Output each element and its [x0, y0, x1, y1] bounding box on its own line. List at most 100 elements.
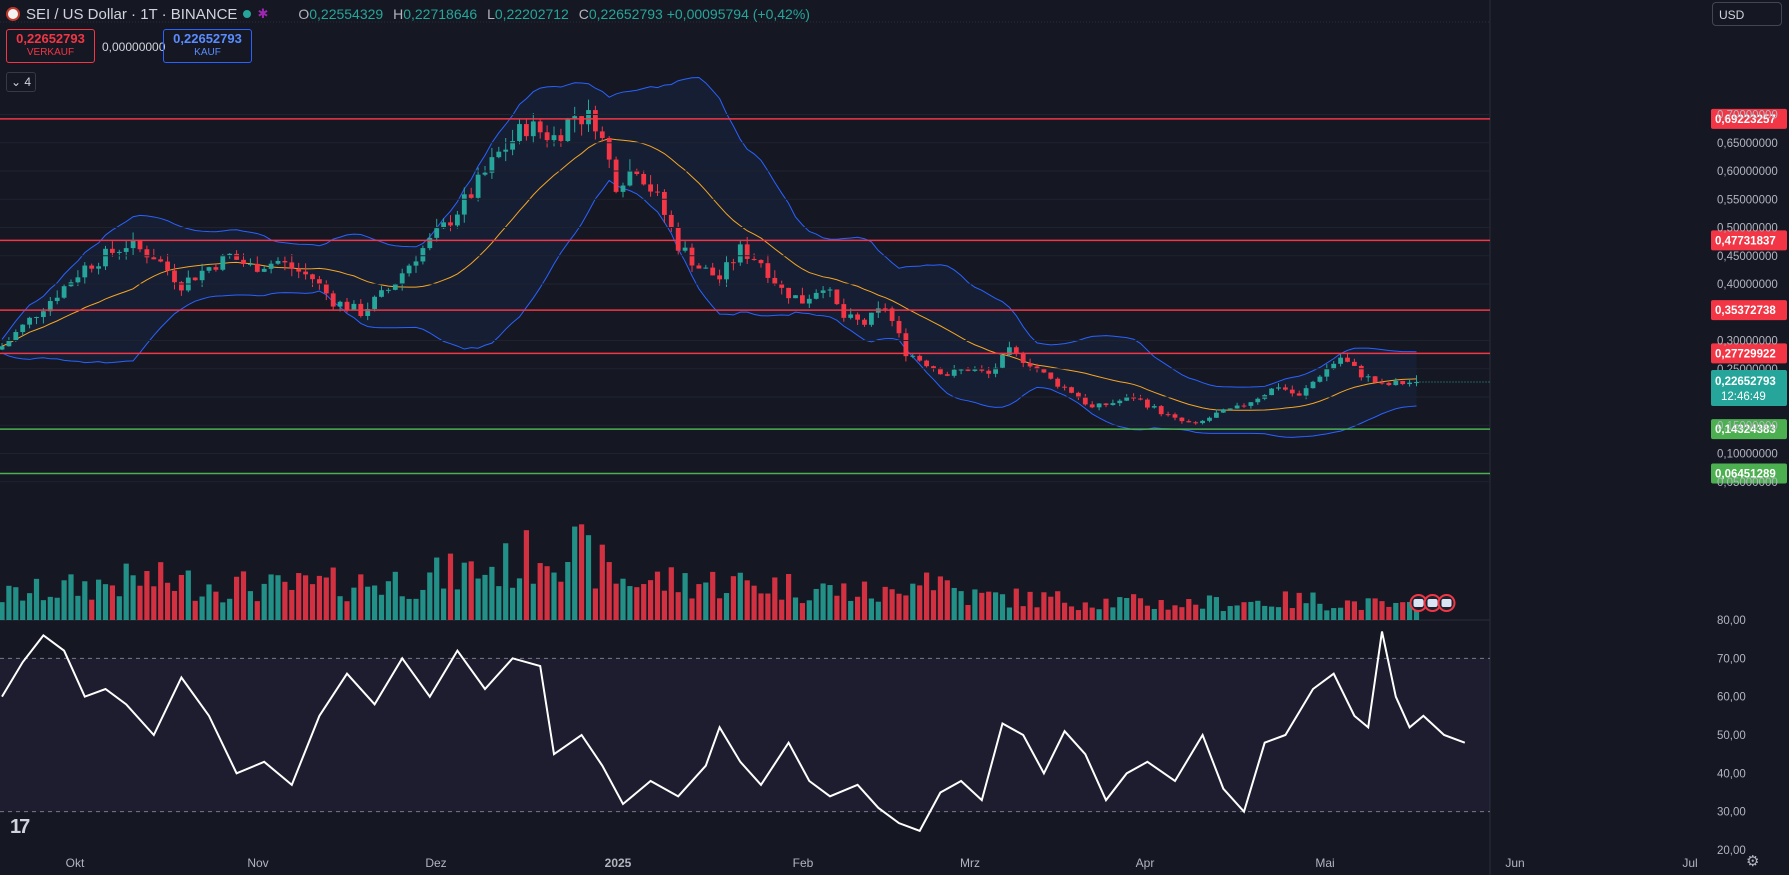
- volume-bar: [1289, 608, 1295, 620]
- candle-body: [110, 248, 115, 253]
- candle-body: [248, 263, 253, 265]
- candle-body: [379, 290, 384, 297]
- candle-body: [717, 275, 722, 280]
- volume-bar: [1055, 591, 1061, 620]
- volume-bar: [1310, 592, 1316, 620]
- volume-bar: [572, 526, 578, 620]
- volume-bar: [910, 583, 916, 620]
- volume-bar: [247, 591, 253, 620]
- volume-bar: [827, 585, 833, 620]
- share-icon[interactable]: ✱: [257, 6, 269, 21]
- candle-body: [317, 279, 322, 284]
- volume-bar: [137, 585, 143, 620]
- volume-bar: [151, 586, 157, 620]
- candle-body: [386, 289, 391, 291]
- volume-bar: [475, 578, 481, 620]
- volume-bar: [1324, 610, 1330, 620]
- volume-bar: [482, 574, 488, 620]
- volume-bar: [385, 581, 391, 620]
- currency-selector[interactable]: USD: [1712, 2, 1782, 26]
- candle-body: [116, 251, 122, 253]
- volume-bar: [323, 577, 329, 620]
- chevron-down-icon: ⌄: [10, 75, 22, 89]
- candle-body: [1076, 392, 1081, 398]
- candle-body: [461, 194, 467, 215]
- indicators-toggle[interactable]: ⌄ 4: [6, 72, 36, 92]
- volume-bar: [1110, 607, 1116, 620]
- volume-bar: [944, 580, 950, 620]
- volume-bar: [199, 596, 205, 620]
- candle-body: [41, 311, 46, 318]
- rsi-band-fill: [0, 658, 1490, 812]
- gear-icon[interactable]: ⚙: [1746, 853, 1760, 870]
- candle-body: [1207, 417, 1212, 421]
- candle-body: [724, 262, 729, 280]
- candle-body: [1034, 366, 1040, 369]
- candle-body: [675, 227, 681, 251]
- volume-bar: [178, 574, 184, 620]
- candle-body: [441, 222, 446, 229]
- candle-body: [586, 110, 591, 125]
- volume-bar: [1117, 597, 1123, 620]
- volume-bar: [717, 598, 723, 620]
- candle-body: [1372, 376, 1378, 383]
- volume-bar: [1206, 595, 1213, 620]
- x-axis-label: Okt: [66, 856, 85, 870]
- sei-logo-icon: [6, 7, 20, 21]
- candle-body: [758, 259, 764, 264]
- candle-body: [889, 308, 895, 321]
- volume-bar: [613, 583, 619, 620]
- candle-body: [1048, 372, 1054, 379]
- candle-body: [641, 173, 647, 185]
- volume-bar: [758, 593, 764, 620]
- symbol-title[interactable]: SEI / US Dollar · 1T · BINANCE: [26, 5, 238, 23]
- change-readout: +0,00095794 (+0,42%): [666, 6, 810, 22]
- candle-body: [1069, 387, 1074, 393]
- volume-bar: [972, 589, 978, 620]
- candle-body: [1338, 357, 1343, 364]
- volume-bar: [1013, 588, 1019, 620]
- volume-bar: [648, 580, 654, 620]
- volume-bar: [1269, 606, 1275, 620]
- rsi-tick-label: 40,00: [1717, 768, 1746, 780]
- candle-body: [1158, 406, 1164, 415]
- candle-body: [662, 191, 667, 215]
- x-axis-label: Nov: [247, 856, 268, 870]
- volume-bar: [185, 570, 191, 620]
- candle-body: [1352, 361, 1357, 366]
- volume-bar: [123, 563, 129, 620]
- volume-bar: [171, 590, 178, 620]
- buy-button[interactable]: 0,22652793 KAUF: [163, 29, 252, 63]
- volume-bar: [365, 586, 371, 620]
- resistance-price-tag: [1711, 230, 1787, 251]
- volume-bar: [413, 598, 419, 620]
- volume-bar: [1351, 601, 1357, 620]
- candle-body: [96, 266, 101, 269]
- volume-bar: [392, 571, 398, 620]
- volume-bar: [751, 585, 757, 620]
- candle-body: [1407, 382, 1412, 385]
- price-tick-label: 0,30000000: [1717, 336, 1778, 348]
- candle-body: [372, 296, 377, 309]
- volume-bar: [930, 590, 937, 620]
- volume-bar: [703, 582, 709, 620]
- candle-body: [27, 317, 32, 325]
- candle-body: [20, 324, 26, 333]
- volume-bar: [917, 585, 923, 620]
- candle-body: [1255, 398, 1261, 403]
- volume-bar: [1158, 600, 1164, 620]
- volume-bar: [1227, 606, 1233, 620]
- candle-body: [434, 228, 440, 238]
- candle-body: [744, 244, 750, 259]
- candle-body: [944, 374, 950, 376]
- sell-button[interactable]: 0,22652793 VERKAUF: [6, 29, 95, 63]
- chart-header: SEI / US Dollar · 1T · BINANCE ✱ O0,2255…: [6, 4, 810, 24]
- volume-bar: [1275, 607, 1282, 620]
- candle-body: [1000, 355, 1005, 368]
- candle-body: [565, 119, 571, 141]
- resistance-price-tag: [1711, 300, 1787, 321]
- volume-bar: [461, 562, 467, 620]
- volume-bar: [986, 591, 992, 620]
- candle-body: [103, 248, 108, 267]
